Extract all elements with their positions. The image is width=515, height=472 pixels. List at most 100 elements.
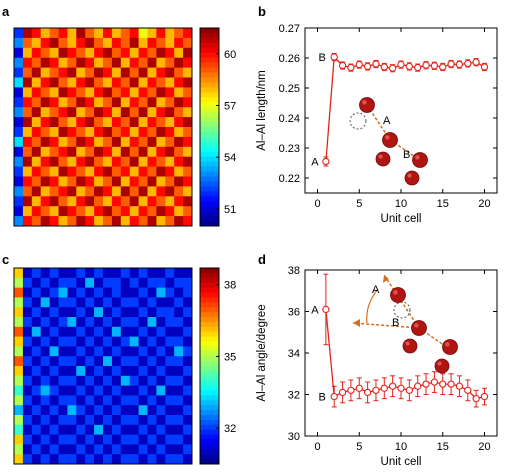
- heatmap-cell: [111, 336, 122, 347]
- heatmap-cell: [58, 127, 68, 138]
- heatmap-cell: [31, 136, 42, 148]
- heatmap-cell: [85, 297, 95, 308]
- colorbar-a: 60 57 54 51: [199, 27, 236, 227]
- heatmap-cell: [120, 216, 131, 227]
- heatmap-cell: [40, 67, 50, 78]
- heatmap-cell: [183, 156, 193, 167]
- heatmap-cell: [94, 405, 104, 416]
- heatmap-cell: [40, 28, 50, 39]
- heatmap-cell: [103, 117, 113, 128]
- heatmap-cell: [174, 156, 184, 167]
- atom-highlight: [414, 323, 419, 328]
- x-tick-label: 20: [478, 441, 490, 453]
- heatmap-cell: [94, 28, 104, 39]
- heatmap-cell: [111, 206, 122, 217]
- heatmap-cell: [31, 268, 42, 279]
- heatmap-cell: [76, 176, 86, 187]
- heatmap-cell: [138, 136, 148, 148]
- colorbar-step: [200, 57, 219, 64]
- heatmap-cell: [138, 28, 148, 39]
- heatmap-cell: [129, 395, 139, 406]
- heatmap-cell: [147, 206, 157, 217]
- heatmap-cell: [174, 297, 184, 308]
- heatmap-cell: [22, 424, 33, 435]
- heatmap-cell: [183, 107, 193, 118]
- heatmap-cell: [165, 366, 175, 377]
- heatmap-cell: [183, 136, 193, 148]
- colorbar-step: [200, 317, 219, 323]
- data-point: [338, 388, 347, 397]
- heatmap-cell: [67, 415, 77, 426]
- heatmap-cell: [58, 37, 68, 49]
- heatmap-cell: [67, 366, 77, 377]
- heatmap-cell: [138, 97, 148, 108]
- heatmap-cell: [40, 117, 50, 128]
- heatmap-cell: [76, 444, 86, 455]
- heatmap-cell: [103, 77, 113, 88]
- heatmap-cell: [147, 156, 157, 167]
- heatmap-cell: [58, 97, 68, 108]
- heatmap-cell: [40, 186, 50, 197]
- heatmap-cell: [85, 307, 95, 318]
- heatmap-cell: [156, 415, 166, 426]
- heatmap-cell: [49, 107, 59, 118]
- colorbar-step: [200, 127, 219, 133]
- heatmap-cell: [183, 346, 193, 357]
- data-point: [480, 63, 489, 71]
- heatmap-cell: [183, 385, 193, 396]
- heatmap-cell: [129, 356, 139, 367]
- heatmap-cell: [40, 37, 50, 49]
- x-tick-label: 0: [314, 441, 320, 453]
- heatmap-cell: [147, 107, 157, 118]
- heatmap-cell: [14, 127, 24, 138]
- heatmap-cell: [49, 146, 59, 158]
- heatmap-cell: [49, 156, 59, 167]
- heatmap-cell: [31, 444, 42, 455]
- heatmap-cell: [94, 206, 104, 217]
- heatmap-cell: [120, 454, 131, 465]
- heatmap-cell: [147, 37, 157, 49]
- colorbar-step: [200, 166, 219, 172]
- heatmap-cell: [156, 176, 166, 187]
- heatmap-cell: [49, 336, 59, 347]
- heatmap-cell: [31, 346, 42, 357]
- heatmap-cell: [31, 107, 42, 118]
- heatmap-cell: [120, 136, 131, 148]
- heatmap-cell: [67, 186, 77, 197]
- heatmap-cell: [183, 37, 193, 49]
- heatmap-cell: [22, 277, 33, 288]
- heatmap-cell: [76, 37, 86, 49]
- heatmap-cell: [58, 196, 68, 207]
- heatmap-cell: [138, 434, 148, 445]
- colorbar-step: [200, 156, 219, 163]
- heatmap-cell: [165, 146, 175, 158]
- data-point: [422, 380, 430, 388]
- heatmap-cell: [156, 268, 166, 279]
- heatmap-cell: [111, 307, 122, 318]
- heatmap-cell: [129, 146, 139, 158]
- heatmap-cell: [147, 97, 157, 108]
- data-point: [363, 388, 372, 397]
- heatmap-cell: [67, 107, 77, 118]
- data-point: [472, 58, 480, 66]
- heatmap-cell: [22, 297, 33, 308]
- colorbar-step: [200, 32, 219, 39]
- heatmap-cell: [183, 297, 193, 308]
- heatmap-cell: [85, 107, 95, 118]
- heatmap-cell: [103, 375, 113, 386]
- heatmap-cell: [165, 356, 175, 367]
- heatmap-cell: [67, 356, 77, 367]
- heatmap-cell: [94, 107, 104, 118]
- data-point: [338, 61, 347, 70]
- heatmap-cell: [40, 206, 50, 217]
- x-tick-label: 15: [437, 198, 449, 210]
- colorbar-step: [200, 312, 219, 318]
- heatmap-cell: [94, 67, 104, 78]
- heatmap-cell: [31, 216, 42, 227]
- heatmap-cell: [49, 307, 59, 318]
- colorbar-step: [200, 346, 219, 352]
- heatmap-cell: [165, 434, 175, 445]
- heatmap-cell: [22, 87, 33, 98]
- heatmap-cell: [138, 336, 148, 347]
